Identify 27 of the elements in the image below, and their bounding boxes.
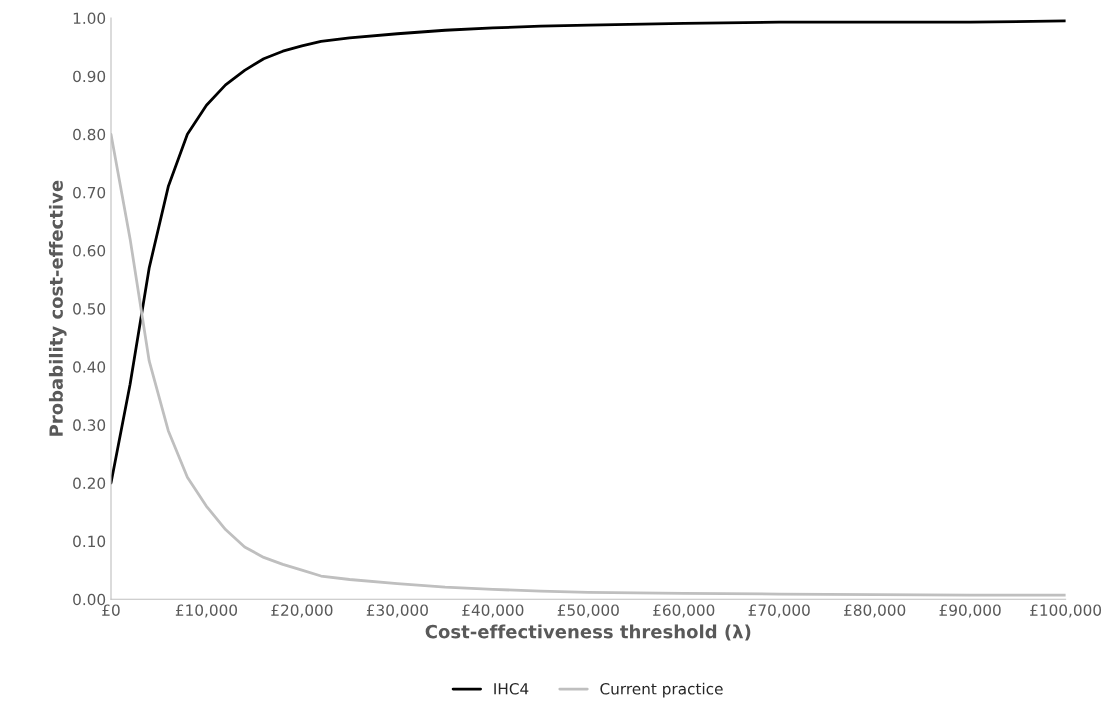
x-tick-label: £40,000	[462, 604, 524, 618]
x-tick-label: £50,000	[557, 604, 619, 618]
x-tick-label: £60,000	[653, 604, 715, 618]
y-tick-label: 0.00	[73, 593, 106, 606]
y-tick-label: 0.90	[73, 70, 106, 83]
y-tick-label: 0.70	[73, 186, 106, 199]
x-axis-title: Cost-effectiveness threshold (λ)	[425, 624, 751, 641]
x-tick-label: £0	[102, 604, 120, 616]
y-tick-label: 1.00	[73, 12, 106, 25]
x-tick-label: £30,000	[366, 604, 428, 618]
legend-label: IHC4	[494, 683, 529, 695]
x-tick-label: £70,000	[748, 604, 810, 618]
x-tick-label: £90,000	[939, 604, 1001, 618]
y-tick-label: 0.10	[73, 535, 106, 548]
y-tick-label: 0.20	[73, 477, 106, 490]
legend-label: Current practice	[600, 682, 723, 698]
y-axis-title: Probability cost-effective	[48, 180, 67, 436]
y-tick-label: 0.30	[73, 419, 106, 431]
y-tick-label: 0.60	[73, 245, 106, 257]
x-tick-label: £20,000	[271, 604, 333, 618]
x-tick-label: £100,000	[1030, 604, 1102, 618]
y-tick-label: 0.80	[73, 128, 106, 141]
line-series	[111, 19, 1066, 485]
y-tick-label: 0.40	[73, 361, 106, 373]
y-tick-label: 0.50	[73, 303, 106, 315]
x-tick-label: £10,000	[175, 604, 238, 618]
x-tick-label: £80,000	[844, 604, 906, 618]
